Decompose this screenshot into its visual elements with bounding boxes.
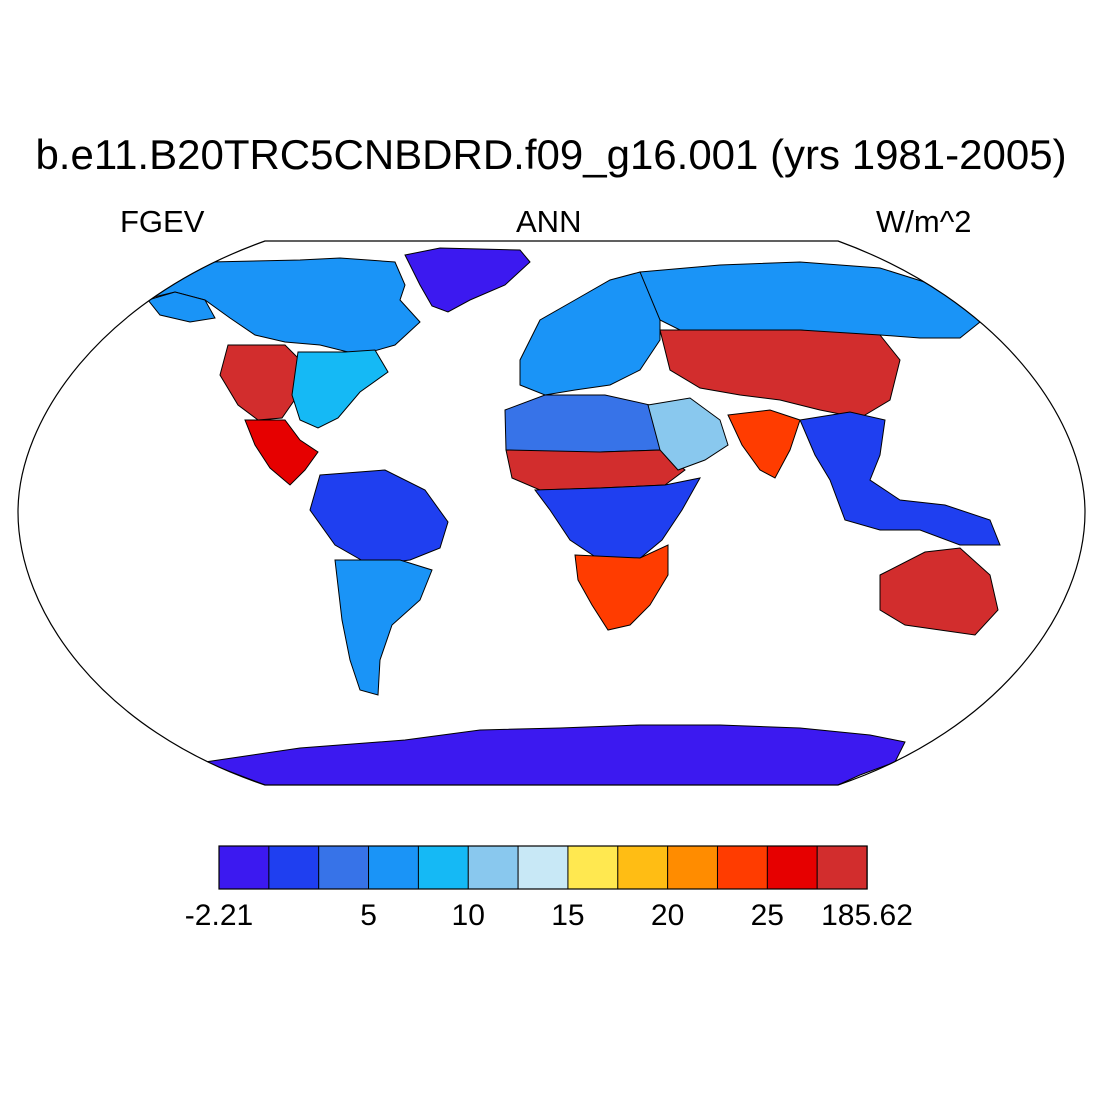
colorbar-cell [617, 845, 669, 890]
colorbar-tick-label: 25 [750, 899, 784, 932]
colorbar-frame [218, 845, 868, 890]
colorbar-cell [318, 845, 370, 890]
region-europe [519, 271, 661, 396]
region-australia [879, 547, 999, 636]
colorbar-tick-label: 15 [551, 899, 585, 932]
colorbar-tick-label: -2.21 [184, 899, 254, 932]
colorbar-cell [766, 845, 818, 890]
region-greenland [404, 247, 531, 313]
variable-label: FGEV [120, 204, 205, 239]
colorbar-tick-label: 185.62 [821, 899, 913, 932]
colorbar-cell [567, 845, 619, 890]
colorbar-cell [368, 845, 420, 890]
region-mexico [244, 419, 319, 486]
colorbar-tick-label: 20 [650, 899, 685, 932]
colorbar-cell [667, 845, 719, 890]
colorbar-cell [467, 845, 519, 890]
colorbar-tick-label: 5 [360, 899, 377, 932]
region-southern-africa [574, 544, 669, 631]
colorbar-cell [268, 845, 320, 890]
map-boundary [17, 240, 1086, 786]
colorbar-cell [816, 845, 868, 890]
region-southeast-asia [799, 411, 1001, 546]
region-arabia [647, 397, 729, 471]
units-label: W/m^2 [876, 204, 972, 239]
colorbar-cell [218, 845, 270, 890]
region-southern-south-america [334, 559, 433, 696]
region-eastern-united-states [291, 349, 389, 429]
region-central-africa [534, 477, 701, 561]
colorbar-tick-label: 10 [451, 899, 485, 932]
region-alaska [147, 291, 216, 323]
region-antarctica [203, 724, 906, 785]
region-amazon [309, 469, 449, 566]
region-india [727, 409, 801, 479]
colorbar-cell [517, 845, 569, 890]
colorbar-cell [716, 845, 769, 890]
season-label: ANN [516, 204, 582, 239]
region-western-united-states [219, 344, 301, 421]
colorbar-cell [417, 845, 469, 890]
plot-title: b.e11.B20TRC5CNBDRD.f09_g16.001 (yrs 198… [35, 131, 1067, 178]
